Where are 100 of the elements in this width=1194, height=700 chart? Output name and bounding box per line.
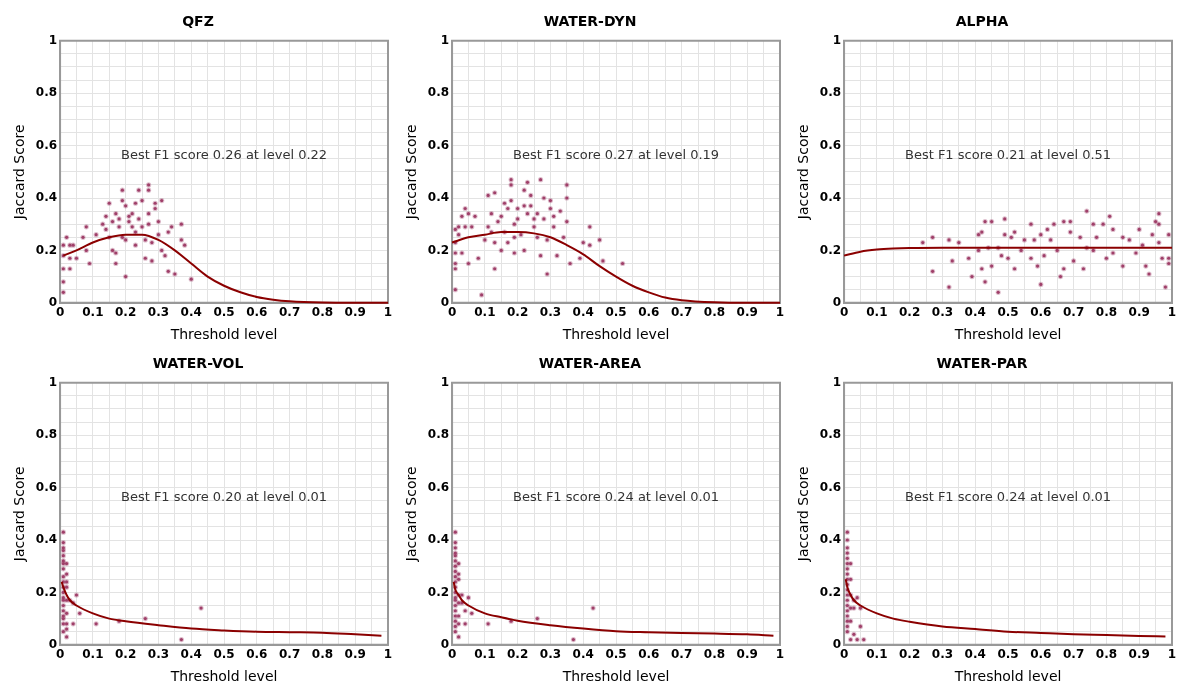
- x-tick-label: 0.9: [736, 305, 758, 320]
- x-tick-label: 0.8: [703, 647, 726, 662]
- x-axis-title: Threshold level: [169, 668, 278, 685]
- x-tick-label: 1: [1167, 647, 1177, 662]
- annotation: Best F1 score 0.21 at level 0.51: [904, 147, 1112, 163]
- y-tick-label: 0: [440, 636, 450, 651]
- x-tick-label: 0.2: [507, 647, 529, 662]
- y-tick-label: 0.8: [35, 85, 58, 100]
- y-tick-label: 0.8: [35, 427, 58, 442]
- x-tick-label: 0.5: [213, 647, 235, 662]
- y-tick-label: 0.2: [427, 242, 450, 257]
- x-tick-label: 0.3: [931, 647, 954, 662]
- x-tick-label: 0.5: [213, 305, 235, 320]
- x-tick-label: 0.6: [638, 647, 660, 662]
- y-tick-label: 0.6: [819, 479, 842, 494]
- x-tick-label: 0.6: [638, 305, 660, 320]
- y-axis-title: Jaccard Score: [403, 466, 420, 563]
- x-tick-label: 0.3: [539, 305, 562, 320]
- chart-title: WATER-AREA: [538, 355, 642, 372]
- x-tick-label: 0.5: [997, 647, 1019, 662]
- y-tick-label: 1: [832, 32, 842, 47]
- x-tick-label: 0.1: [866, 647, 888, 662]
- x-tick-label: 0.3: [539, 647, 562, 662]
- y-tick-label: 0: [440, 294, 450, 309]
- x-tick-label: 0.2: [507, 305, 529, 320]
- x-tick-label: 0.7: [670, 647, 693, 662]
- y-tick-label: 0.4: [35, 532, 58, 547]
- x-tick-label: 0.2: [899, 305, 921, 320]
- x-tick-label: 0.8: [703, 305, 726, 320]
- x-axis-title: Threshold level: [953, 326, 1062, 343]
- x-tick-label: 0.9: [1128, 647, 1150, 662]
- x-tick-label: 0.4: [964, 305, 986, 320]
- x-tick-label: 0.1: [82, 305, 104, 320]
- chart-title: WATER-PAR: [936, 355, 1028, 372]
- y-tick-label: 0.8: [427, 85, 450, 100]
- x-tick-label: 0.7: [1062, 305, 1085, 320]
- annotation: Best F1 score 0.27 at level 0.19: [512, 147, 720, 163]
- x-tick-label: 0.1: [866, 305, 888, 320]
- y-tick-label: 0.4: [427, 190, 450, 205]
- x-axis-title: Threshold level: [561, 668, 670, 685]
- y-tick-label: 0.6: [819, 137, 842, 152]
- y-tick-label: 0.8: [819, 427, 842, 442]
- y-tick-label: 0: [832, 294, 842, 309]
- x-tick-label: 0.4: [964, 647, 986, 662]
- x-tick-label: 0.7: [670, 305, 693, 320]
- x-tick-label: 0.6: [1030, 647, 1052, 662]
- y-tick-label: 0.6: [427, 479, 450, 494]
- x-tick-label: 0.2: [899, 647, 921, 662]
- x-tick-label: 0.8: [1095, 647, 1118, 662]
- x-axis-title: Threshold level: [953, 668, 1062, 685]
- y-axis-title: Jaccard Score: [795, 466, 812, 563]
- chart-title: QFZ: [182, 13, 214, 30]
- y-tick-label: 0: [832, 636, 842, 651]
- y-tick-label: 0.2: [819, 584, 842, 599]
- x-tick-label: 0.9: [736, 647, 758, 662]
- y-tick-label: 0: [48, 294, 58, 309]
- x-tick-label: 0.4: [572, 647, 594, 662]
- x-tick-label: 0.4: [180, 305, 202, 320]
- y-tick-label: 0.6: [427, 137, 450, 152]
- y-tick-label: 0.4: [427, 532, 450, 547]
- chart-title: WATER-DYN: [543, 13, 637, 30]
- annotation: Best F1 score 0.24 at level 0.01: [512, 489, 720, 505]
- y-axis-title: Jaccard Score: [11, 124, 28, 221]
- x-tick-label: 0.8: [1095, 305, 1118, 320]
- x-tick-label: 0.9: [1128, 305, 1150, 320]
- x-tick-label: 0.5: [605, 647, 627, 662]
- annotation: Best F1 score 0.24 at level 0.01: [904, 489, 1112, 505]
- x-tick-label: 1: [775, 647, 785, 662]
- x-tick-label: 0.2: [115, 305, 137, 320]
- x-tick-label: 0.7: [278, 305, 301, 320]
- y-tick-label: 1: [440, 374, 450, 389]
- x-tick-label: 0.6: [246, 305, 268, 320]
- x-tick-label: 0.3: [147, 305, 170, 320]
- x-tick-label: 0.1: [82, 647, 104, 662]
- x-tick-label: 0.9: [344, 305, 366, 320]
- y-axis-title: Jaccard Score: [795, 124, 812, 221]
- chart-title: WATER-VOL: [152, 355, 244, 372]
- x-tick-label: 0.4: [180, 647, 202, 662]
- y-tick-label: 0: [48, 636, 58, 651]
- x-tick-label: 0.3: [147, 647, 170, 662]
- y-tick-label: 0.6: [35, 137, 58, 152]
- x-tick-label: 0.8: [311, 647, 334, 662]
- chart-title: ALPHA: [955, 13, 1009, 30]
- x-tick-label: 1: [383, 305, 393, 320]
- y-axis-title: Jaccard Score: [11, 466, 28, 563]
- y-tick-label: 1: [48, 374, 58, 389]
- y-tick-label: 1: [440, 32, 450, 47]
- x-tick-label: 1: [775, 305, 785, 320]
- x-axis-title: Threshold level: [169, 326, 278, 343]
- x-tick-label: 0.3: [931, 305, 954, 320]
- y-axis-title: Jaccard Score: [403, 124, 420, 221]
- y-tick-label: 0.2: [35, 584, 58, 599]
- annotation: Best F1 score 0.20 at level 0.01: [120, 489, 328, 505]
- x-tick-label: 0.1: [474, 305, 496, 320]
- x-tick-label: 1: [383, 647, 393, 662]
- y-tick-label: 0.4: [819, 532, 842, 547]
- x-tick-label: 1: [1167, 305, 1177, 320]
- y-tick-label: 1: [48, 32, 58, 47]
- x-axis-title: Threshold level: [561, 326, 670, 343]
- x-tick-label: 0.2: [115, 647, 137, 662]
